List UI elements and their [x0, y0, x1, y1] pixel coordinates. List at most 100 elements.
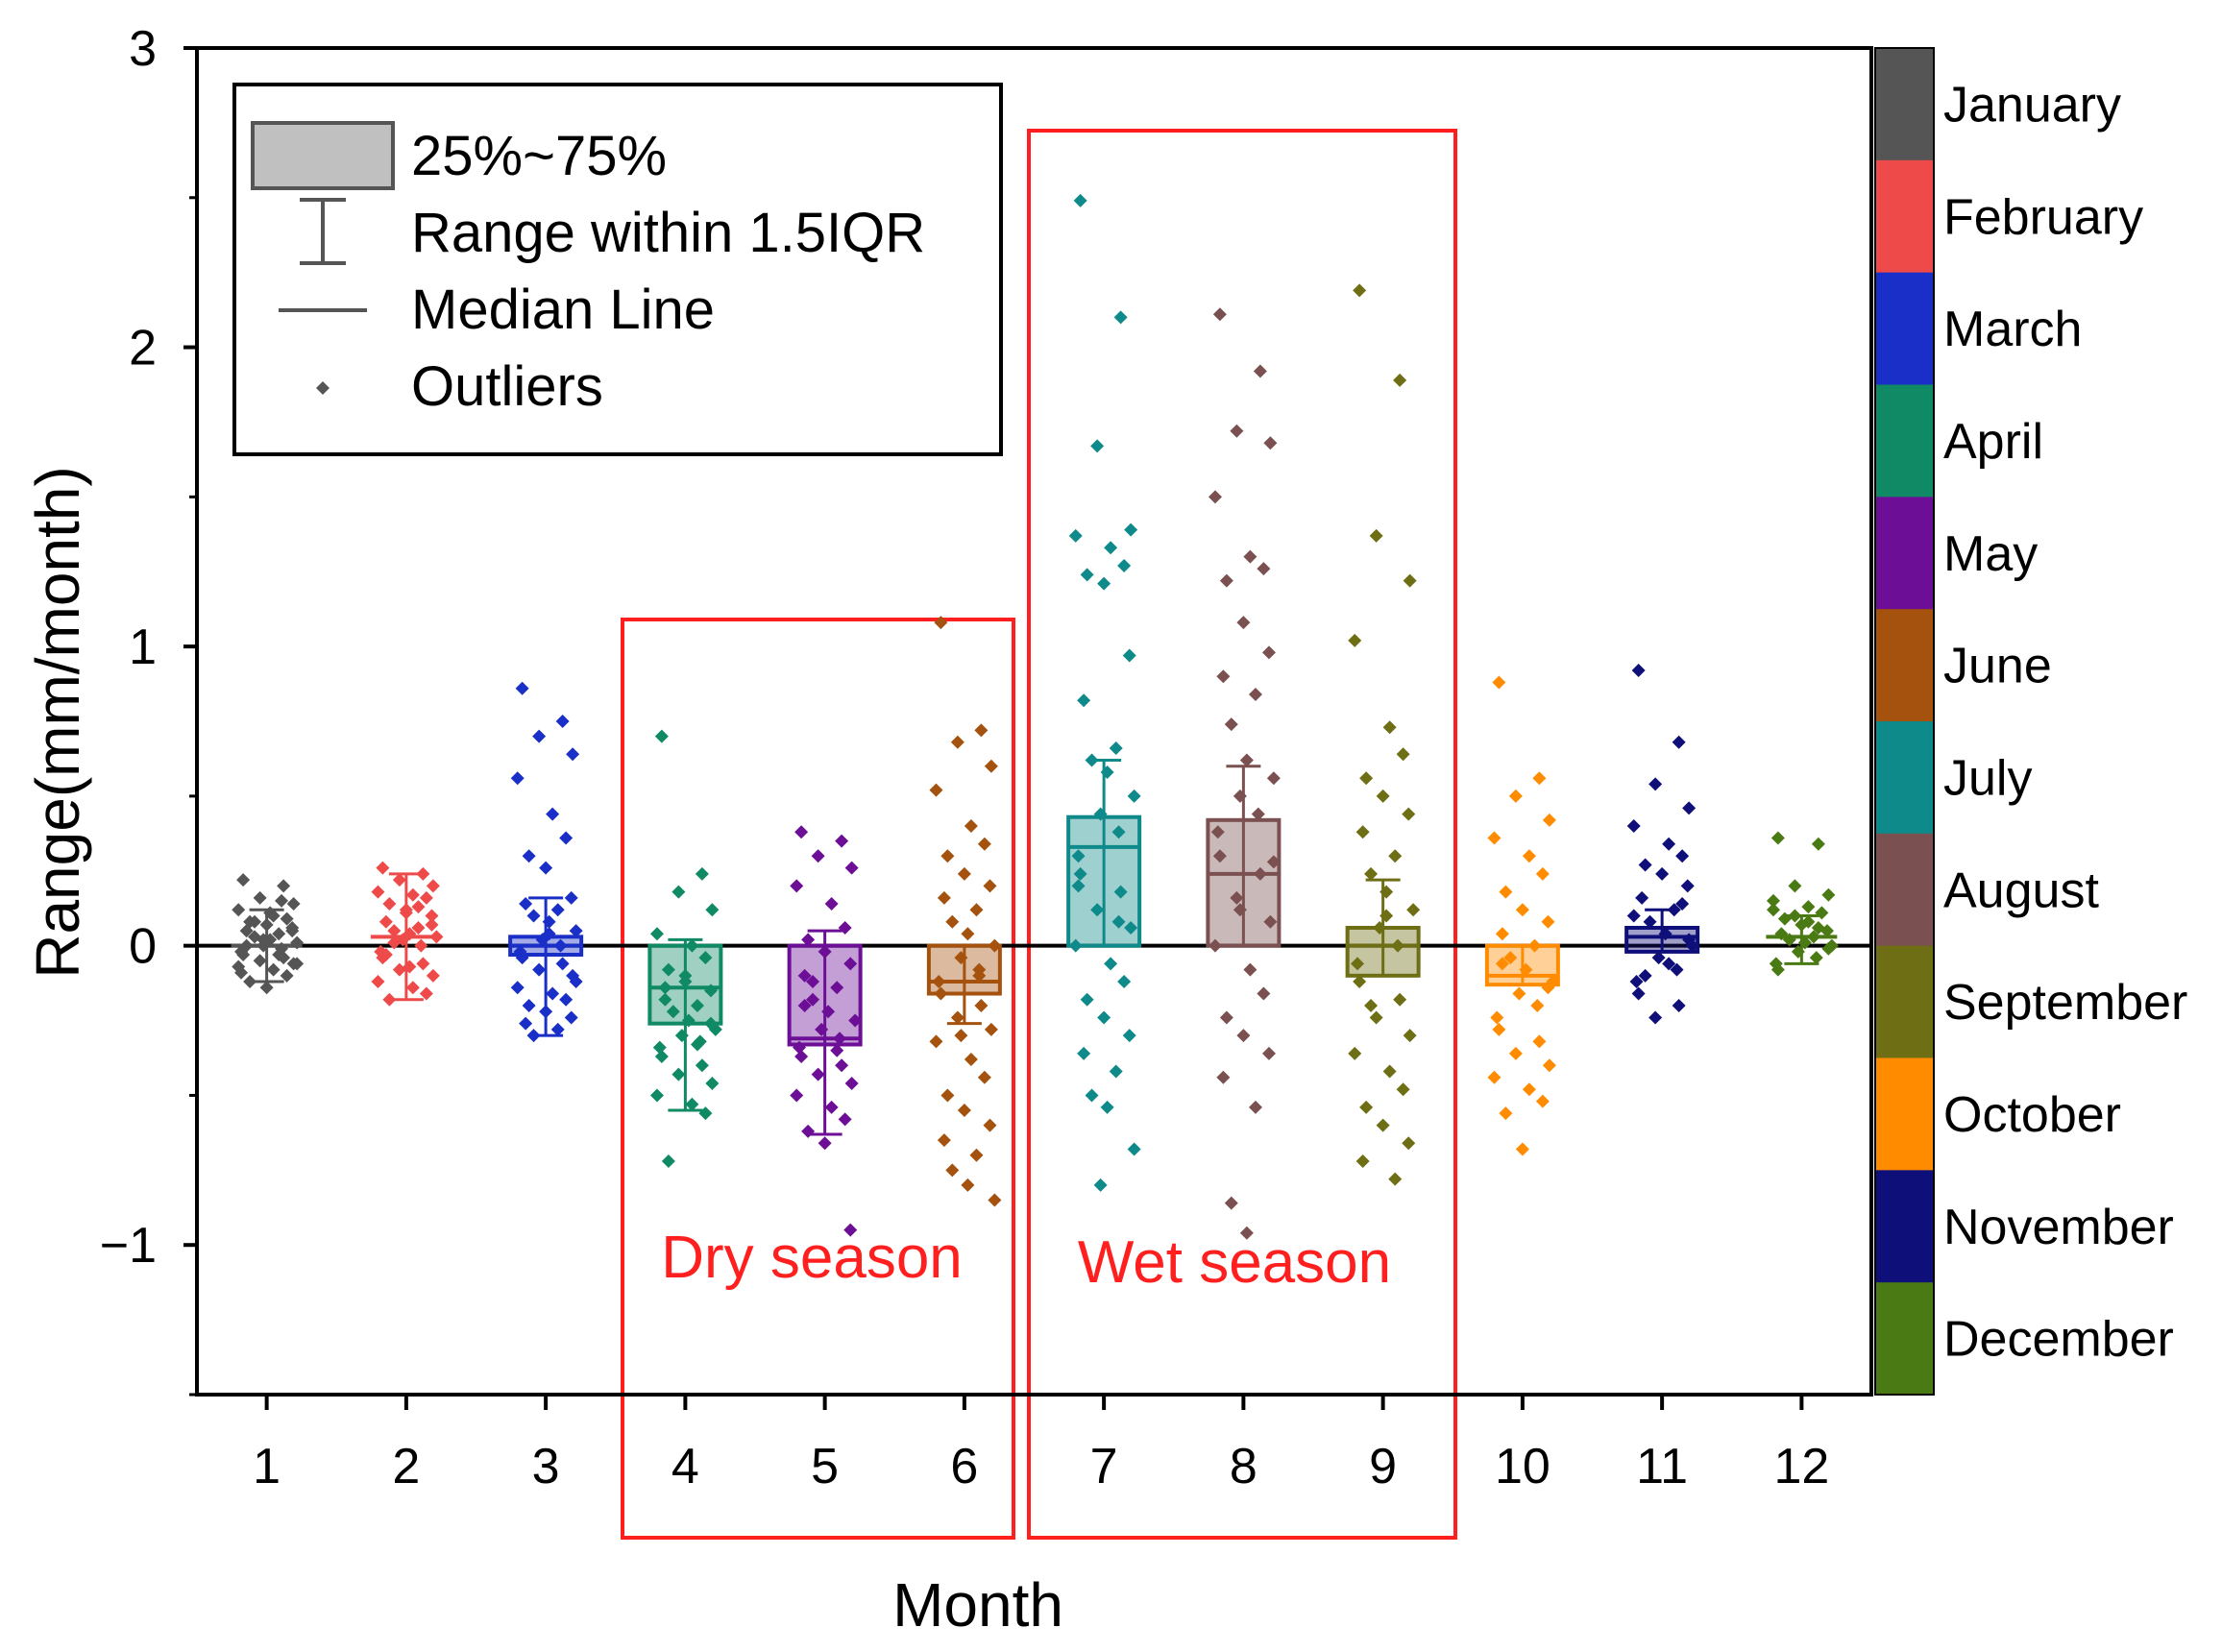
data-point-month-11 — [1626, 909, 1641, 923]
data-point-month-6 — [934, 986, 948, 1001]
data-point-month-7 — [1080, 992, 1094, 1007]
data-point-month-11 — [1648, 1010, 1663, 1025]
legend: 25%~75% Range within 1.5IQR Median Line Out… — [232, 83, 1003, 456]
data-point-month-3 — [550, 903, 565, 917]
data-point-month-5 — [818, 1136, 832, 1151]
data-point-month-1 — [266, 962, 281, 977]
data-point-month-11 — [1662, 957, 1676, 971]
data-point-month-2 — [416, 866, 430, 881]
data-point-month-3 — [526, 909, 541, 923]
data-point-month-2 — [378, 914, 393, 929]
data-point-month-10 — [1535, 1094, 1550, 1108]
data-point-month-4 — [685, 1097, 699, 1111]
data-point-month-5 — [830, 981, 844, 995]
data-point-month-7 — [1071, 879, 1086, 893]
data-point-month-1 — [253, 890, 267, 905]
x-tick-label: 2 — [392, 1439, 420, 1494]
data-point-month-8 — [1239, 753, 1254, 767]
data-point-month-7 — [1068, 938, 1083, 953]
data-point-month-7 — [1073, 193, 1087, 207]
data-point-month-12 — [1766, 903, 1780, 917]
data-point-month-7 — [1124, 920, 1138, 935]
data-point-month-12 — [1777, 911, 1792, 926]
colorbar-swatch-february — [1875, 159, 1934, 274]
data-point-month-9 — [1376, 1118, 1390, 1132]
data-point-month-9 — [1406, 903, 1421, 917]
data-point-month-1 — [232, 903, 246, 917]
colorbar-frame — [1874, 47, 1935, 1396]
data-point-month-10 — [1522, 1082, 1536, 1097]
data-point-month-10 — [1487, 831, 1502, 845]
data-point-month-7 — [1093, 1178, 1108, 1192]
data-point-month-7 — [1085, 753, 1099, 767]
data-point-month-5 — [821, 1005, 836, 1019]
data-point-month-7 — [1077, 1046, 1091, 1060]
data-point-month-5 — [824, 897, 839, 911]
colorbar-swatch-september — [1875, 945, 1934, 1058]
data-point-month-7 — [1111, 914, 1126, 929]
data-point-month-9 — [1359, 1100, 1374, 1114]
x-axis-title: Month — [892, 1570, 1063, 1640]
data-point-month-9 — [1393, 992, 1407, 1007]
data-point-month-12 — [1806, 930, 1820, 944]
data-point-month-2 — [382, 992, 397, 1007]
data-point-month-9 — [1351, 957, 1365, 971]
x-tick-label: 5 — [811, 1439, 839, 1494]
data-point-month-11 — [1655, 866, 1670, 881]
data-point-month-3 — [546, 807, 560, 821]
data-point-month-7 — [1080, 568, 1094, 582]
data-point-month-7 — [1113, 310, 1128, 325]
data-point-month-5 — [794, 825, 809, 839]
data-point-month-2 — [392, 873, 406, 887]
data-point-month-10 — [1508, 1046, 1523, 1060]
data-point-month-6 — [950, 735, 964, 749]
data-point-month-5 — [844, 861, 859, 875]
legend-label-outliers: Outliers — [411, 355, 603, 418]
colorbar-swatch-november — [1875, 1170, 1934, 1283]
data-point-month-3 — [569, 975, 583, 989]
data-point-month-9 — [1382, 1064, 1397, 1079]
data-point-month-12 — [1821, 941, 1836, 956]
data-point-month-3 — [522, 998, 536, 1012]
data-point-month-12 — [1788, 879, 1802, 893]
data-point-month-5 — [835, 834, 849, 848]
data-point-month-2 — [426, 968, 440, 983]
data-point-month-5 — [797, 998, 812, 1012]
data-point-month-11 — [1667, 903, 1681, 917]
data-point-month-7 — [1073, 866, 1087, 881]
data-point-month-2 — [425, 917, 439, 932]
data-point-month-10 — [1508, 789, 1523, 803]
data-point-month-11 — [1629, 975, 1644, 989]
data-point-month-11 — [1648, 777, 1663, 791]
data-point-month-5 — [801, 1124, 816, 1138]
data-point-month-6 — [988, 938, 1002, 953]
data-point-month-11 — [1626, 819, 1641, 834]
data-point-month-1 — [290, 935, 305, 950]
data-point-month-6 — [954, 951, 968, 965]
data-point-month-4 — [698, 951, 713, 965]
data-point-month-10 — [1541, 914, 1555, 929]
data-point-month-10 — [1499, 885, 1513, 899]
colorbar-label-may: May — [1943, 526, 2038, 582]
data-point-month-2 — [411, 920, 426, 935]
data-point-month-6 — [974, 723, 989, 738]
x-tick-label: 10 — [1495, 1439, 1551, 1494]
x-tick-label: 11 — [1636, 1439, 1688, 1494]
data-point-month-8 — [1208, 490, 1222, 504]
data-point-month-9 — [1403, 573, 1417, 588]
data-point-month-10 — [1512, 986, 1526, 1001]
data-point-month-7 — [1127, 1142, 1141, 1156]
data-point-month-3 — [532, 729, 547, 743]
data-point-month-4 — [658, 992, 672, 1007]
y-tick-label: 1 — [129, 620, 157, 675]
data-point-month-9 — [1359, 771, 1374, 786]
data-point-month-2 — [392, 962, 406, 977]
data-point-month-6 — [977, 1070, 991, 1084]
data-point-month-12 — [1766, 893, 1780, 908]
data-point-month-4 — [695, 1058, 709, 1073]
data-point-month-9 — [1393, 373, 1407, 387]
data-point-month-8 — [1251, 807, 1265, 821]
data-point-month-10 — [1515, 1142, 1529, 1156]
data-point-month-9 — [1391, 938, 1405, 953]
data-point-month-6 — [929, 783, 943, 797]
